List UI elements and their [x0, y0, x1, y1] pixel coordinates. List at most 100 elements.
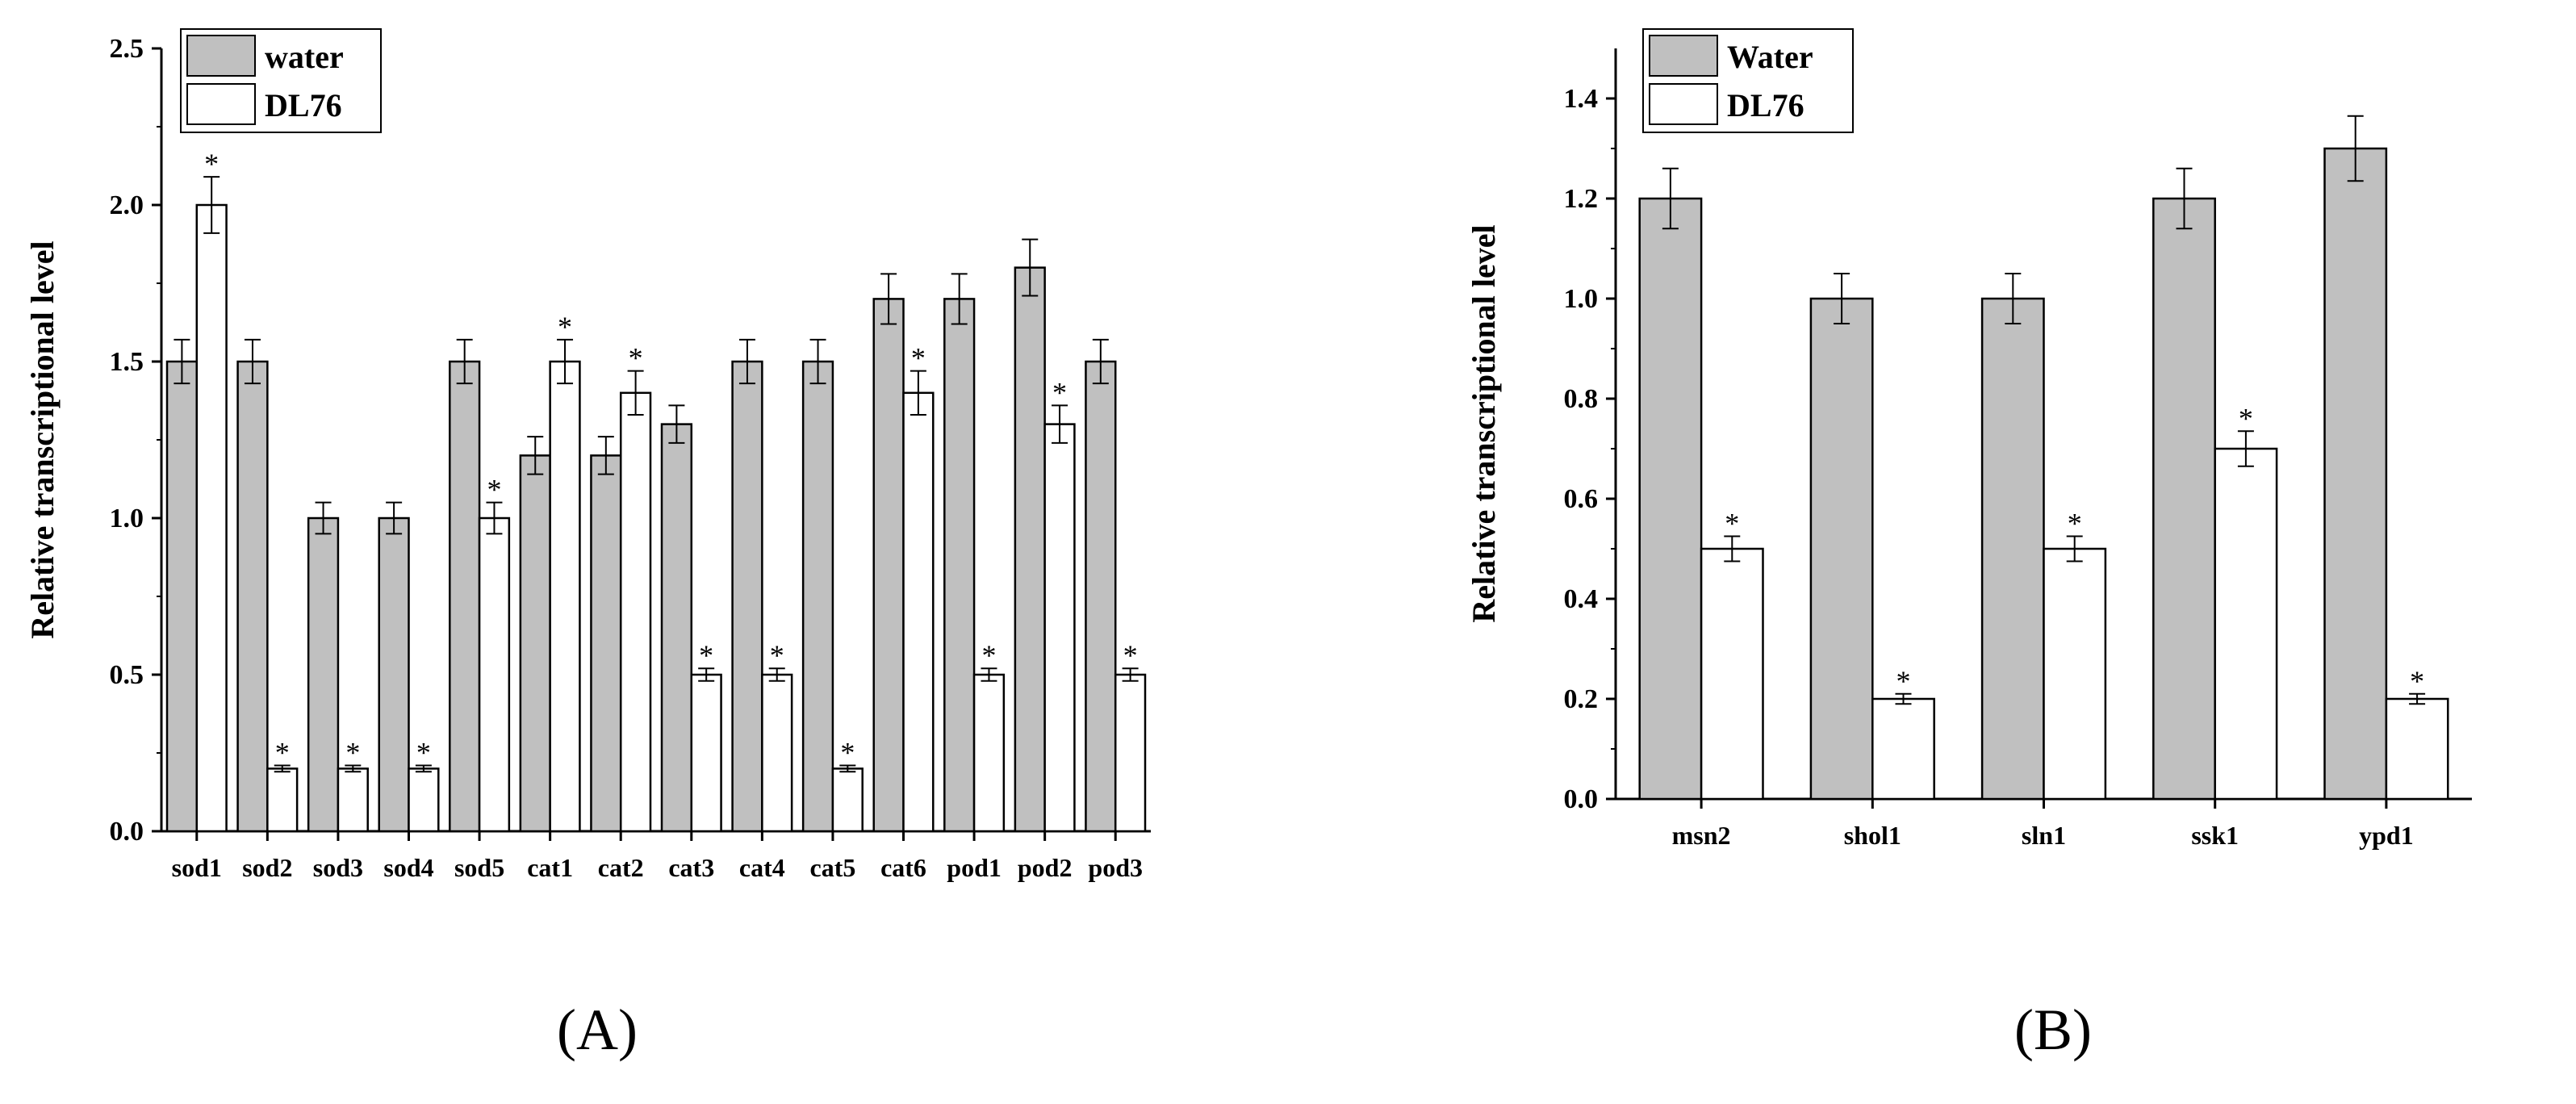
x-tick-label: pod3: [1088, 853, 1143, 882]
x-tick-label: shol1: [1844, 821, 1901, 850]
bar-water: [236, 360, 269, 833]
y-tick-label: 0.4: [1564, 584, 1599, 614]
y-axis-title: Relative transcriptional level: [24, 240, 61, 638]
bar-dl76: [1043, 423, 1076, 833]
significance-marker: *: [558, 311, 572, 343]
x-tick-label: cat4: [739, 853, 785, 882]
y-tick-label: 0.0: [110, 817, 144, 847]
bar-water: [165, 360, 199, 833]
x-tick-label: sod4: [383, 853, 433, 882]
x-tick-label: ypd1: [2359, 821, 2414, 850]
y-tick-label: 1.0: [1564, 284, 1599, 314]
bar-water: [1980, 297, 2045, 801]
y-tick-label: 0.2: [1564, 684, 1599, 714]
y-tick-label: 1.2: [1564, 184, 1599, 214]
bar-dl76: [2385, 697, 2449, 801]
bar-water: [519, 454, 551, 833]
significance-marker: *: [981, 639, 996, 671]
significance-marker: *: [2410, 665, 2424, 697]
significance-marker: *: [1052, 376, 1067, 408]
x-tick-label: pod1: [947, 853, 1002, 882]
significance-marker: *: [2239, 402, 2253, 434]
bar-water: [872, 298, 905, 833]
significance-marker: *: [2068, 508, 2082, 540]
bar-water: [943, 298, 976, 833]
panel-a-chart: 0.0 0.5 1.0 1.5 2.0 2.5 Relative transcription…: [24, 28, 1151, 1062]
y-tick-label: 2.0: [110, 190, 144, 220]
y-axis-title: Relative transcriptional level: [1466, 224, 1502, 622]
panel-label: (A): [557, 997, 638, 1062]
panel-b-chart: 0.0 0.2 0.4 0.6 0.8 1.0 1.2 1.4 Relative transcr…: [1466, 28, 2472, 1062]
significance-marker: *: [1896, 665, 1910, 697]
bar-water: [449, 360, 481, 833]
significance-marker: *: [699, 639, 713, 671]
bar-dl76: [337, 767, 369, 833]
x-tick-label: pod2: [1018, 853, 1073, 882]
significance-marker: *: [629, 342, 643, 374]
bar-dl76: [972, 673, 1006, 833]
significance-marker: *: [345, 737, 360, 769]
bar-dl76: [2214, 447, 2278, 801]
x-tick-label: cat2: [598, 853, 644, 882]
legend-label: Water: [1727, 39, 1813, 75]
legend-label: DL76: [1727, 87, 1804, 123]
x-tick-label: cat5: [809, 853, 855, 882]
significance-marker: *: [204, 148, 219, 180]
significance-marker: *: [840, 737, 855, 769]
bar-dl76: [2043, 547, 2107, 801]
bar-water: [1014, 266, 1046, 833]
x-tick-label: sod5: [454, 853, 504, 882]
bar-dl76: [408, 767, 440, 833]
x-tick-label: msn2: [1672, 821, 1731, 850]
bar-water: [2152, 197, 2216, 801]
legend-swatch-dl76: [186, 83, 256, 125]
x-tick-label: sod3: [313, 853, 363, 882]
y-tick-label: 0.0: [1564, 784, 1599, 814]
bar-water: [1809, 297, 1874, 801]
y-tick-label: 0.8: [1564, 384, 1599, 414]
bar-dl76: [902, 391, 935, 833]
significance-marker: *: [487, 474, 501, 506]
bar-water: [801, 360, 834, 833]
significance-marker: *: [770, 639, 784, 671]
bar-dl76: [690, 673, 722, 833]
x-tick-label: cat6: [880, 853, 926, 882]
x-tick-label: sod1: [172, 853, 222, 882]
y-tick-label: 0.6: [1564, 484, 1599, 514]
bar-water: [1085, 360, 1117, 833]
y-tick-label: 1.4: [1564, 84, 1599, 114]
bar-water: [731, 360, 763, 833]
bar-dl76: [195, 203, 228, 833]
bar-water: [2323, 147, 2388, 801]
bar-dl76: [478, 516, 511, 833]
bar-dl76: [549, 360, 581, 833]
x-tick-label: cat3: [668, 853, 714, 882]
legend-swatch-dl76: [1649, 83, 1718, 125]
significance-marker: *: [416, 737, 431, 769]
bar-dl76: [266, 767, 299, 833]
bar-dl76: [1700, 547, 1764, 801]
y-tick-label: 1.0: [110, 504, 144, 533]
x-tick-label: sln1: [2022, 821, 2066, 850]
legend-swatch-water: [1649, 35, 1718, 77]
bar-dl76: [761, 673, 793, 833]
significance-marker: *: [911, 342, 926, 374]
legend-swatch-water: [186, 35, 256, 77]
x-tick-label: cat1: [527, 853, 573, 882]
significance-marker: *: [275, 737, 290, 769]
bar-dl76: [1114, 673, 1147, 833]
y-tick-label: 1.5: [110, 347, 144, 377]
x-tick-label: ssk1: [2191, 821, 2239, 850]
legend-label: DL76: [265, 87, 342, 123]
y-tick-label: 0.5: [110, 660, 144, 690]
significance-marker: *: [1725, 508, 1739, 540]
bar-dl76: [831, 767, 864, 833]
significance-marker: *: [1123, 639, 1138, 671]
y-tick-label: 2.5: [110, 34, 144, 64]
bar-water: [590, 454, 622, 833]
bar-water: [307, 516, 340, 833]
panel-label: (B): [2014, 997, 2092, 1062]
bar-water: [1638, 197, 1703, 801]
bar-dl76: [619, 391, 652, 833]
